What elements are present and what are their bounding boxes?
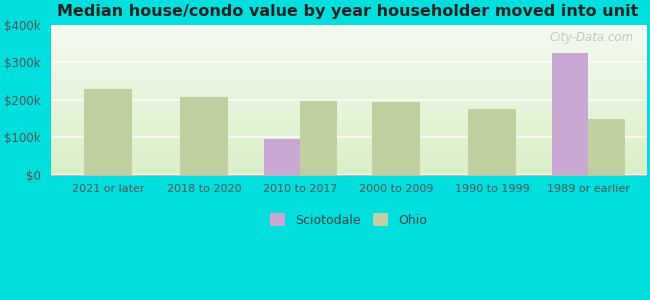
Bar <box>264 139 300 175</box>
Bar <box>300 100 337 175</box>
Text: City-Data.com: City-Data.com <box>550 31 634 44</box>
Legend: Sciotodale, Ohio: Sciotodale, Ohio <box>265 208 432 232</box>
Title: Median house/condo value by year householder moved into unit: Median house/condo value by year househo… <box>57 4 639 19</box>
Bar <box>372 102 420 175</box>
Bar <box>588 119 625 175</box>
Bar <box>84 89 132 175</box>
Bar <box>468 109 516 175</box>
Bar <box>552 53 588 175</box>
Bar <box>180 97 228 175</box>
